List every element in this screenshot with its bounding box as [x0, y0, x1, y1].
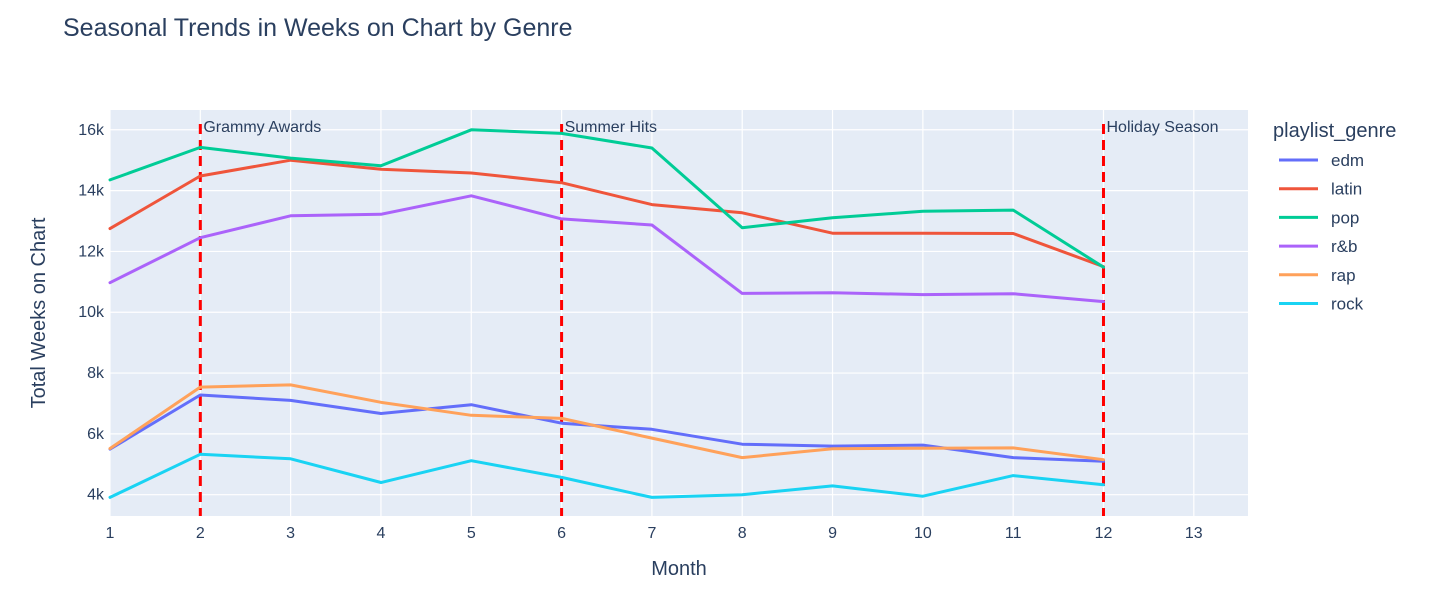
- x-axis-ticks: 1 2 3 4 5 6 7 8 9 10 11 12 13: [106, 525, 1203, 542]
- x-tick-label: 5: [467, 525, 476, 542]
- x-tick-label: 13: [1185, 525, 1203, 542]
- annotation-label: Holiday Season: [1106, 119, 1218, 136]
- y-tick-label: 12k: [78, 243, 105, 260]
- legend-title: playlist_genre: [1273, 120, 1396, 142]
- y-tick-label: 4k: [87, 487, 105, 504]
- x-tick-label: 10: [914, 525, 932, 542]
- x-tick-label: 1: [106, 525, 115, 542]
- annotation-labels: Grammy Awards Summer Hits Holiday Season: [203, 119, 1218, 136]
- legend: playlist_genre edm latin pop r&b rap rock: [1273, 120, 1396, 314]
- x-tick-label: 8: [738, 525, 747, 542]
- legend-label: rap: [1331, 266, 1356, 285]
- y-tick-label: 6k: [87, 426, 105, 443]
- x-tick-label: 6: [557, 525, 566, 542]
- x-tick-label: 4: [376, 525, 385, 542]
- y-tick-label: 16k: [78, 122, 105, 139]
- legend-label: edm: [1331, 151, 1364, 170]
- series-lines: [108, 128, 1105, 499]
- y-axis-title: Total Weeks on Chart: [28, 217, 50, 408]
- chart-title: Seasonal Trends in Weeks on Chart by Gen…: [63, 14, 573, 42]
- legend-items: edm latin pop r&b rap rock: [1279, 151, 1364, 314]
- series-line-rock: [108, 452, 1105, 499]
- series-line-pop: [108, 128, 1105, 269]
- legend-label: pop: [1331, 208, 1359, 227]
- x-tick-label: 7: [647, 525, 656, 542]
- plot-area: [110, 110, 1248, 516]
- y-tick-label: 8k: [87, 365, 105, 382]
- x-tick-label: 2: [196, 525, 205, 542]
- x-tick-label: 3: [286, 525, 295, 542]
- annotation-label: Grammy Awards: [203, 119, 321, 136]
- annotation-label: Summer Hits: [565, 119, 657, 136]
- legend-label: r&b: [1331, 237, 1357, 256]
- series-line-rb: [108, 194, 1105, 304]
- x-axis-title: Month: [651, 558, 707, 580]
- x-tick-label: 11: [1005, 525, 1022, 542]
- series-line-rap: [108, 383, 1105, 462]
- y-tick-label: 14k: [78, 183, 105, 200]
- y-axis-ticks: 4k 6k 8k 10k 12k 14k 16k: [78, 122, 105, 504]
- y-tick-label: 10k: [78, 304, 105, 321]
- x-tick-label: 12: [1095, 525, 1113, 542]
- annotation-lines: [198, 124, 1105, 516]
- legend-label: latin: [1331, 180, 1362, 199]
- series-line-latin: [108, 158, 1105, 269]
- x-tick-label: 9: [828, 525, 837, 542]
- legend-label: rock: [1331, 295, 1364, 314]
